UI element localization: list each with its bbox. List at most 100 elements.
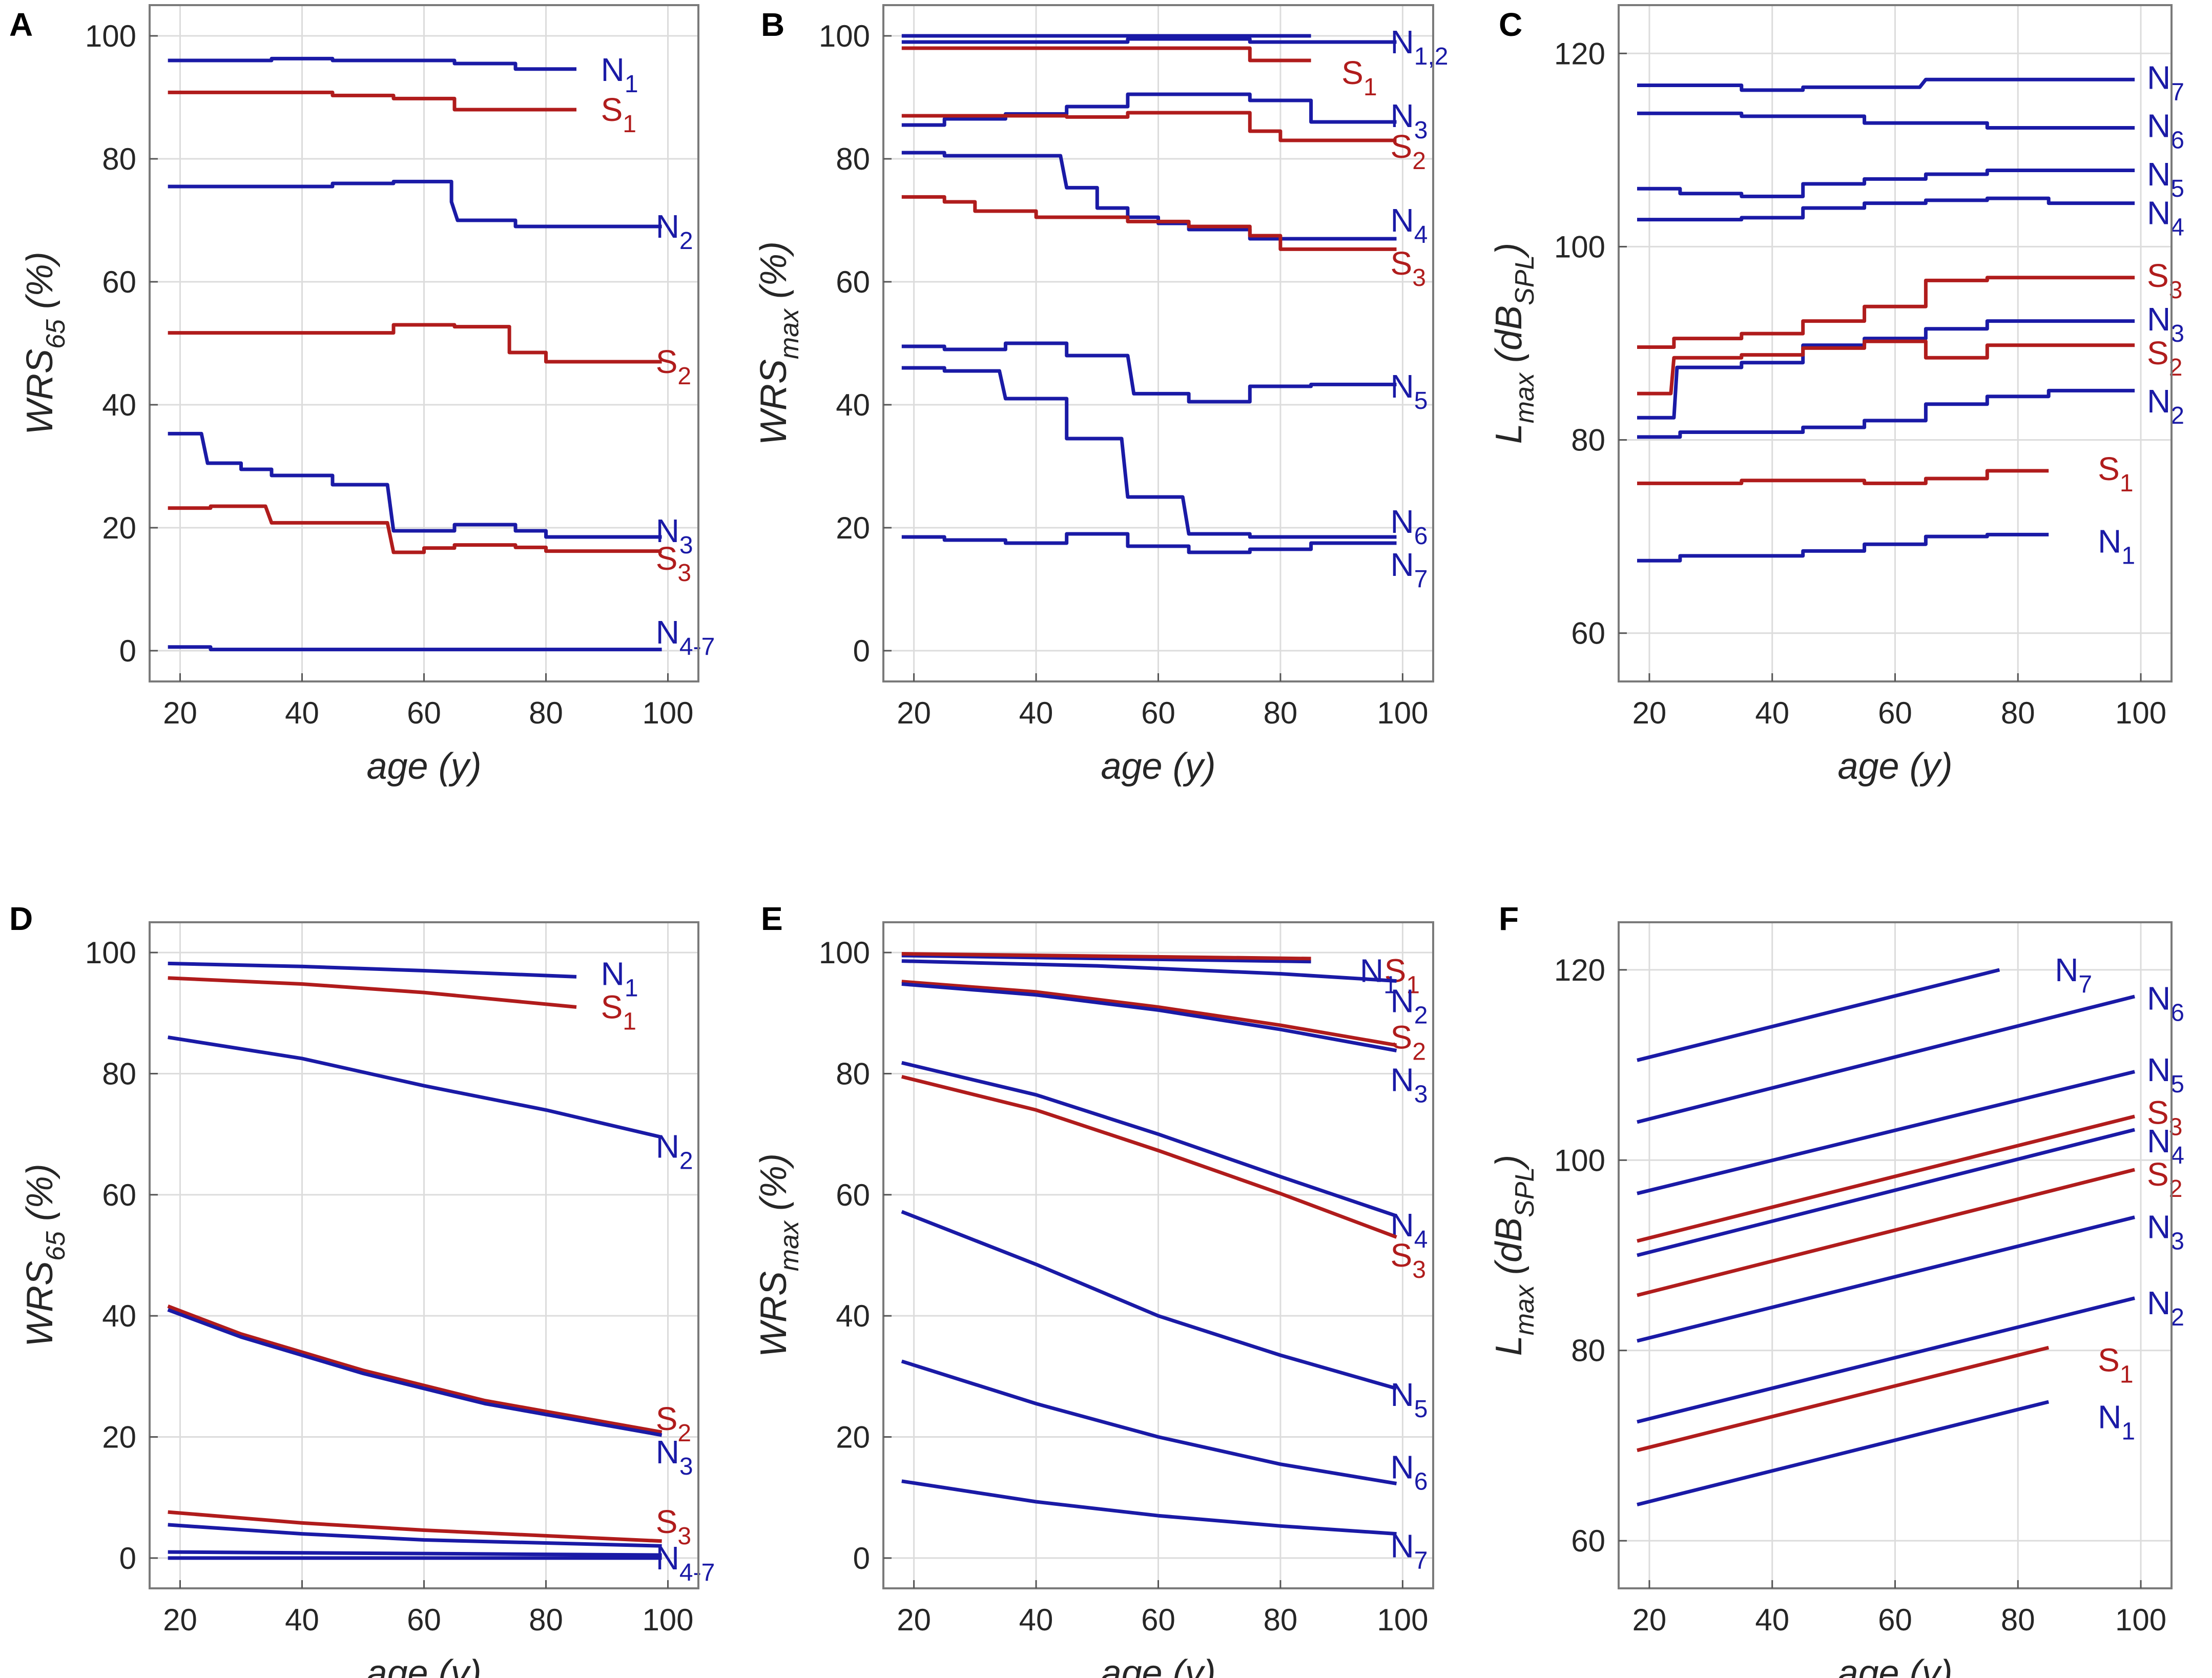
- series-label: N3: [656, 512, 693, 559]
- series-line-s2: [901, 980, 1397, 1047]
- series-label: N4: [2147, 1123, 2184, 1169]
- x-tick-label: 20: [1632, 1603, 1667, 1637]
- x-tick-label: 60: [1878, 696, 1912, 730]
- x-axis-label: age (y): [1101, 1653, 1215, 1678]
- series-label: N6: [1391, 503, 1428, 550]
- series-label: N6: [2147, 980, 2184, 1027]
- series-label: S3: [1391, 1237, 1426, 1283]
- x-tick-label: 100: [1377, 696, 1428, 730]
- series-line-s2: [167, 1304, 663, 1434]
- series-line-n1-2b: [901, 37, 1397, 44]
- y-tick-label: 80: [102, 1056, 136, 1091]
- series-label: S2: [656, 1400, 691, 1447]
- series-line-n1: [1637, 1400, 2050, 1506]
- series-line-n4-7: [168, 1523, 662, 1548]
- series-label: N4-7: [656, 614, 715, 660]
- series-line-n5: [1637, 1070, 2135, 1195]
- y-tick-label: 100: [819, 936, 870, 970]
- series-line-n7: [901, 532, 1397, 554]
- series-label: S3: [2147, 257, 2182, 304]
- x-tick-label: 20: [163, 696, 197, 730]
- x-tick-label: 80: [529, 1603, 563, 1637]
- y-tick-label: 20: [102, 1420, 136, 1455]
- x-tick-label: 80: [529, 696, 563, 730]
- y-axis-label: WRSmax (%): [753, 1153, 804, 1357]
- x-tick-label: 80: [2001, 1603, 2035, 1637]
- y-tick-label: 120: [1554, 953, 1605, 987]
- x-tick-label: 80: [1264, 696, 1298, 730]
- y-axis-label: WRSmax (%): [753, 241, 804, 445]
- x-tick-label: 20: [897, 696, 931, 730]
- series-line-n4-7b: [168, 1550, 662, 1557]
- series-line-s1: [901, 46, 1311, 63]
- series-line-n2: [1637, 388, 2135, 439]
- y-tick-label: 100: [85, 19, 136, 53]
- series-line-n4: [1637, 196, 2135, 222]
- x-tick-label: 100: [1377, 1603, 1428, 1637]
- y-axis-label: WRS65 (%): [19, 1164, 71, 1347]
- series-line-s1: [1637, 1345, 2050, 1453]
- series-line-n7: [1637, 968, 2000, 1062]
- x-tick-label: 20: [1632, 696, 1667, 730]
- series-label: N1: [2098, 523, 2135, 570]
- series-label: S2: [656, 343, 691, 390]
- series-line-n1: [168, 56, 576, 71]
- x-tick-label: 40: [285, 1603, 319, 1637]
- y-tick-label: 20: [102, 511, 136, 545]
- x-tick-label: 100: [642, 696, 693, 730]
- panel-letter: C: [1499, 6, 1522, 43]
- y-tick-label: 100: [85, 936, 136, 970]
- panel-letter: B: [761, 6, 784, 43]
- series-label: S3: [656, 1503, 691, 1550]
- series-line-n3: [167, 1308, 663, 1437]
- series-label: N3: [656, 1434, 693, 1480]
- panel-letter: D: [9, 900, 33, 937]
- series-line-s2: [1637, 339, 2135, 396]
- series-line-s3: [1637, 1114, 2135, 1243]
- series-label: N5: [2147, 1051, 2184, 1098]
- x-tick-label: 60: [407, 696, 441, 730]
- series-label: N1: [2098, 1399, 2135, 1445]
- series-label: N1,2: [1391, 24, 1449, 70]
- y-tick-label: 40: [102, 1299, 136, 1333]
- series-label: N3: [2147, 301, 2184, 347]
- series-line-n3: [901, 92, 1397, 127]
- y-tick-label: 0: [119, 634, 136, 668]
- series-line-n1: [168, 961, 577, 979]
- series-line-s1: [1637, 469, 2049, 485]
- x-tick-label: 60: [1878, 1603, 1912, 1637]
- series-line-n5: [901, 1210, 1397, 1391]
- series-label: N5: [2147, 156, 2184, 202]
- series-label: N4: [2147, 194, 2184, 241]
- series-label: N6: [2147, 108, 2184, 154]
- series-line-s2: [1637, 1168, 2135, 1297]
- series-label: S1: [601, 91, 636, 138]
- series-line-n6: [901, 1359, 1397, 1485]
- x-tick-label: 40: [1755, 1603, 1789, 1637]
- series-label: N3: [1391, 97, 1428, 144]
- y-tick-label: 60: [102, 1178, 136, 1212]
- y-tick-label: 40: [836, 1299, 870, 1333]
- series-line-s2: [168, 323, 662, 364]
- series-label: S1: [2098, 1341, 2133, 1388]
- series-label: N2: [1391, 983, 1428, 1029]
- x-tick-label: 60: [1141, 1603, 1175, 1637]
- y-tick-label: 20: [836, 511, 870, 545]
- series-label: S2: [1391, 128, 1426, 175]
- y-tick-label: 60: [836, 265, 870, 299]
- series-line-s3: [901, 1075, 1397, 1239]
- series-line-n4: [1637, 1128, 2135, 1257]
- series-label: S3: [656, 540, 691, 587]
- series-label: S1: [1384, 952, 1420, 999]
- series-line-n4: [901, 151, 1397, 241]
- series-line-n2: [1637, 1296, 2135, 1424]
- x-axis-label: age (y): [366, 746, 481, 787]
- series-label: N2: [656, 1128, 693, 1174]
- x-tick-label: 40: [1019, 696, 1053, 730]
- series-line-n7: [1637, 77, 2135, 92]
- series-line-n2: [901, 959, 1397, 983]
- y-tick-label: 100: [819, 19, 870, 53]
- series-line-n3: [1637, 319, 2135, 420]
- x-tick-label: 80: [2001, 696, 2035, 730]
